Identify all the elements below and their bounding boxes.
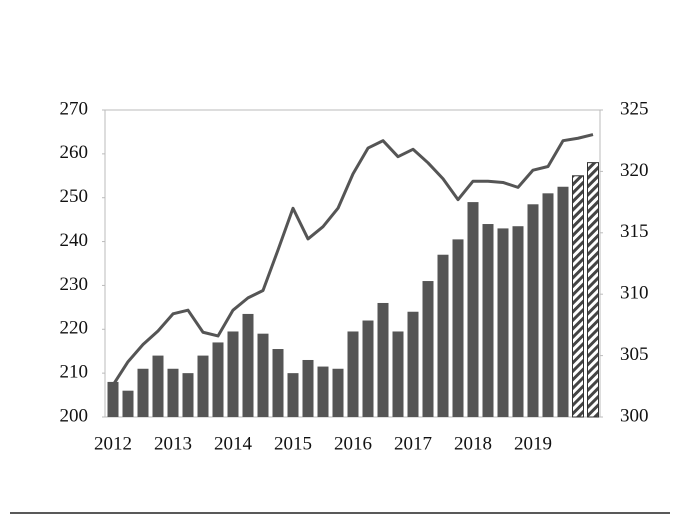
bar — [212, 342, 224, 417]
y-tick-label: 270 — [60, 98, 89, 119]
y-tick-label: 260 — [60, 142, 89, 163]
y-tick-label: 250 — [60, 186, 89, 207]
bar — [407, 311, 419, 417]
y2-tick-label: 305 — [620, 344, 649, 365]
bar — [152, 355, 164, 417]
y2-tick-label: 315 — [620, 221, 649, 242]
bar — [482, 224, 494, 417]
bar — [437, 254, 449, 417]
x-tick-label: 2015 — [274, 433, 312, 454]
bar — [272, 349, 284, 417]
bar — [137, 368, 149, 417]
bar — [512, 226, 524, 417]
bar — [242, 313, 254, 417]
y-tick-label: 230 — [60, 274, 89, 295]
bar — [182, 373, 194, 417]
x-tick-label: 2012 — [94, 433, 132, 454]
bar — [572, 175, 584, 418]
bar — [467, 202, 479, 417]
bar — [347, 331, 359, 417]
bar — [227, 331, 239, 417]
x-tick-label: 2014 — [214, 433, 253, 454]
bar — [587, 162, 599, 418]
bar — [452, 239, 464, 417]
bar — [377, 302, 389, 417]
x-tick-label: 2016 — [334, 433, 372, 454]
x-tick-label: 2013 — [154, 433, 192, 454]
y-tick-label: 200 — [60, 405, 89, 426]
bar — [317, 366, 329, 417]
bar — [392, 331, 404, 417]
y2-tick-label: 300 — [620, 405, 649, 426]
x-tick-label: 2017 — [394, 433, 432, 454]
x-tick-label: 2018 — [454, 433, 492, 454]
line — [111, 133, 594, 386]
bar — [287, 373, 299, 417]
bar — [107, 381, 119, 417]
bar — [362, 320, 374, 417]
bar — [527, 204, 539, 417]
bar — [122, 390, 134, 417]
bar — [197, 355, 209, 417]
bar — [542, 193, 554, 417]
y-tick-label: 220 — [60, 318, 89, 339]
y2-tick-label: 310 — [620, 283, 649, 304]
y-tick-label: 240 — [60, 230, 89, 251]
bar — [302, 359, 314, 417]
bar — [332, 368, 344, 417]
y2-tick-label: 325 — [620, 98, 649, 119]
bar — [497, 228, 509, 417]
y2-tick-label: 320 — [620, 160, 649, 181]
bar — [257, 333, 269, 417]
y-tick-label: 210 — [60, 362, 89, 383]
bar — [422, 281, 434, 417]
bar — [167, 368, 179, 417]
bar — [557, 186, 569, 417]
x-tick-label: 2019 — [514, 433, 552, 454]
